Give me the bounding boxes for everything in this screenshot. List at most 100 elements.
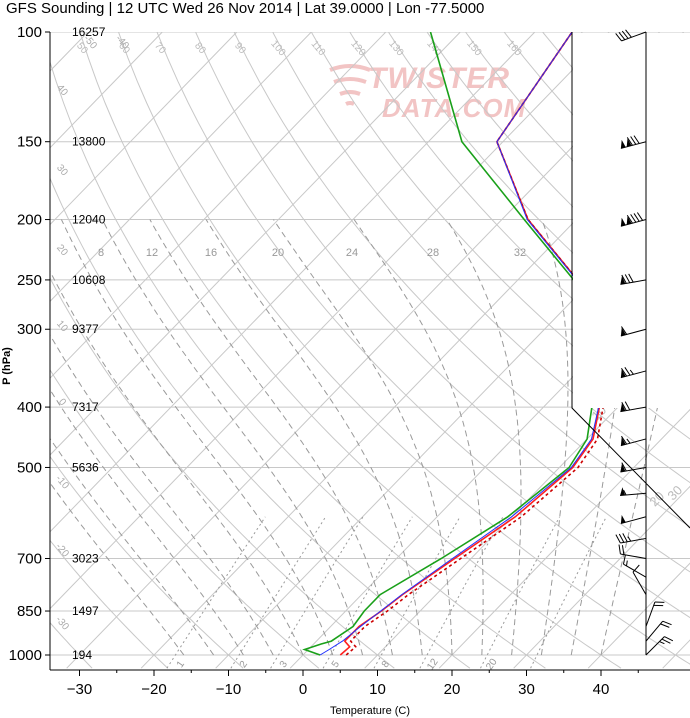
theta-label: 0	[56, 397, 68, 409]
x-tick-label: 10	[369, 681, 386, 698]
moist-adiabat-line	[60, 219, 334, 656]
barb-staff	[645, 601, 656, 627]
wind-barbs	[615, 29, 674, 656]
barb-pennant	[620, 327, 626, 336]
isotherm-label: 20	[646, 488, 667, 509]
barb-pennant	[620, 369, 626, 378]
y-tick-label: 200	[17, 212, 42, 229]
wind-barb	[615, 29, 647, 42]
theta-e-label: 140	[424, 38, 443, 58]
y-tick-label: 400	[17, 399, 42, 416]
isotherm-line	[50, 32, 312, 303]
barb-staff	[620, 553, 647, 559]
y-tick-label: 1000	[9, 647, 42, 664]
barb-feather	[618, 31, 626, 41]
page-title: GFS Sounding | 12 UTC Wed 26 Nov 2014 | …	[6, 0, 485, 17]
y-tick-label: 300	[17, 321, 42, 338]
mixing-ratio-line	[419, 516, 504, 669]
barb-feather	[626, 137, 633, 146]
barb-feather	[625, 29, 632, 38]
barb-feather	[615, 534, 621, 544]
height-label: 5636	[72, 460, 99, 474]
barb-feather	[621, 462, 627, 472]
sounding-profiles	[302, 32, 613, 656]
moist-adiabat-line	[50, 270, 304, 656]
mixing-ratio-label: 16	[205, 247, 217, 259]
barb-feather	[621, 545, 625, 555]
y-axis-label: P (hPa)	[1, 347, 13, 385]
barb-feather	[622, 554, 626, 565]
watermark-line-1: TWISTER	[368, 62, 510, 95]
barb-staff	[620, 537, 647, 544]
dry-adiabat-line	[310, 32, 690, 440]
mixing-ratio-line	[373, 516, 461, 669]
barb-pennant	[620, 139, 626, 149]
dry-adiabat-line	[50, 455, 244, 669]
barb-staff	[620, 406, 647, 413]
barb-feather	[621, 326, 628, 335]
y-tick-label: 150	[17, 134, 42, 151]
barb-pennant	[620, 515, 626, 524]
theta-e-label: 90	[232, 41, 248, 57]
wind-barb	[620, 326, 647, 337]
barb-staff	[645, 620, 664, 642]
wind-barb	[645, 620, 672, 642]
y-tick-label: 100	[17, 24, 42, 41]
isotherm-line	[50, 32, 89, 72]
barb-feather	[621, 435, 628, 445]
watermark-line-2: DATA.COM	[382, 93, 527, 123]
mixing-ratio-line	[230, 516, 327, 669]
barb-feather	[633, 135, 640, 144]
tornado-icon	[329, 64, 371, 106]
theta-e-label: 130	[386, 38, 405, 58]
barb-feather	[664, 636, 674, 642]
dry-adiabat-line	[349, 32, 690, 397]
temperature-line	[339, 32, 610, 656]
x-tick-label: −30	[67, 681, 92, 698]
isotherm-line	[50, 32, 238, 226]
height-label: 13800	[72, 135, 106, 149]
moist-adiabat-line	[50, 333, 274, 656]
barb-feather	[660, 623, 670, 628]
theta-label: 30	[54, 163, 70, 179]
barb-area-mask	[573, 33, 690, 408]
barb-feather	[622, 533, 628, 542]
wind-barb	[620, 401, 647, 413]
barb-pennant	[620, 403, 626, 412]
moist-adiabat-line	[273, 219, 453, 655]
mixing-ratio-label: 8	[98, 247, 104, 259]
y-tick-label: 250	[17, 272, 42, 289]
barb-feather	[630, 214, 637, 223]
moist-adiabat-line	[50, 482, 185, 656]
isotherm-line	[50, 32, 536, 533]
barb-staff	[620, 279, 647, 285]
barb-feather	[630, 136, 637, 145]
axes: 1001502002503004005007008501000162571380…	[9, 24, 690, 698]
barb-feather	[661, 638, 671, 644]
barb-feather	[621, 30, 629, 39]
barb-half-feather	[659, 641, 665, 645]
wind-barb	[615, 533, 647, 544]
height-label: 16257	[72, 25, 106, 39]
bottom-isohume-label: 2	[238, 659, 250, 670]
mixing-ratio-label: 20	[272, 247, 284, 259]
barb-area-region	[573, 408, 690, 670]
wind-barb	[620, 487, 647, 497]
theta-label: 10	[54, 319, 70, 335]
wind-barb	[620, 135, 647, 149]
dry-adiabat-line	[272, 32, 690, 484]
barb-feather	[621, 274, 627, 284]
parcel-line	[319, 32, 609, 656]
theta-e-label: 150	[464, 38, 483, 58]
barb-pennant	[620, 276, 626, 285]
dry-adiabat-line	[79, 32, 622, 669]
mixing-ratio-label: 24	[346, 247, 358, 259]
dewpoint-line	[302, 32, 606, 656]
isotherm-label: 30	[664, 482, 685, 503]
dry-adiabat-line	[50, 621, 93, 669]
mixing-ratio-line	[530, 516, 607, 669]
mixing-ratio-label: 12	[146, 247, 158, 259]
theta-e-label: 120	[348, 38, 367, 58]
